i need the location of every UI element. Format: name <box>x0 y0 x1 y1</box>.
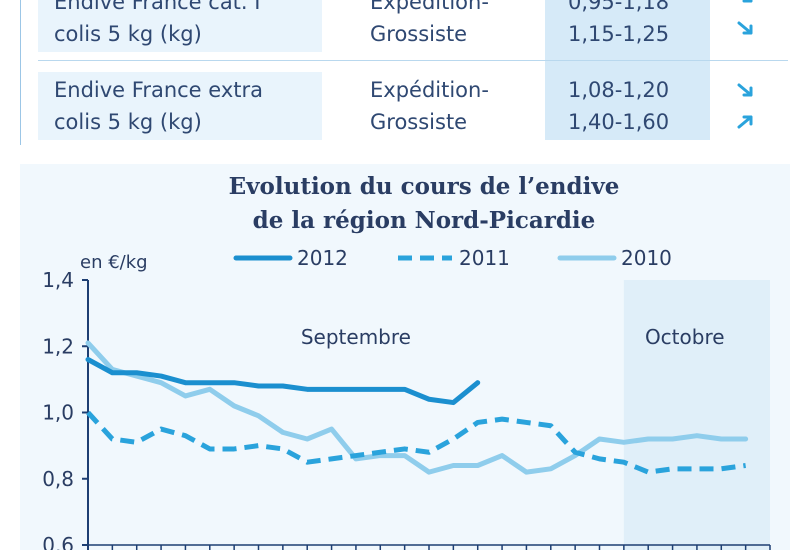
chart-title: Evolution du cours de l’endive de la rég… <box>20 170 800 238</box>
price-column-background <box>545 0 710 140</box>
table-row: Endive France extra colis 5 kg (kg) Expé… <box>38 72 788 140</box>
trend-down-icon <box>742 0 753 3</box>
table-left-border <box>20 0 21 145</box>
price-table: Endive France cat. I colis 5 kg (kg) Exp… <box>0 0 800 145</box>
table-row: Endive France cat. I colis 5 kg (kg) Exp… <box>38 0 788 52</box>
legend-label-2011: 2011 <box>459 246 510 270</box>
product-cell: Endive France cat. I colis 5 kg (kg) <box>54 0 261 46</box>
trend-up-icon <box>737 115 753 129</box>
product-cell: Endive France extra colis 5 kg (kg) <box>54 78 263 134</box>
y-tick-label: 0,8 <box>42 467 74 491</box>
stage-cell: Expédition- Grossiste <box>370 78 489 134</box>
month-label: Octobre <box>645 325 725 349</box>
trend-down-icon <box>737 83 753 97</box>
stage-cell: Expédition- Grossiste <box>370 0 489 46</box>
y-axis-label: en €/kg <box>80 252 148 273</box>
series-line-2010 <box>85 340 749 475</box>
price-cell: 0,95-1,18 1,15-1,25 <box>568 0 670 46</box>
series-line-2011 <box>86 410 746 475</box>
legend-label-2012: 2012 <box>297 246 348 270</box>
price-cell: 1,08-1,20 1,40-1,60 <box>568 78 670 134</box>
series-line-2012 <box>85 357 481 406</box>
chart-title-line-1: Evolution du cours de l’endive <box>228 173 620 200</box>
product-cell-background <box>38 72 322 140</box>
row-divider <box>38 60 788 61</box>
y-tick-label: 1,2 <box>42 334 74 358</box>
month-label: Septembre <box>301 325 411 349</box>
product-cell-background <box>38 0 322 52</box>
y-tick-label: 1,0 <box>42 401 74 425</box>
legend-label-2010: 2010 <box>621 246 672 270</box>
y-tick-label: 1,4 <box>42 268 74 292</box>
chart-title-line-2: de la région Nord-Picardie <box>252 207 596 234</box>
trend-down-icon <box>737 21 753 35</box>
october-band <box>623 280 770 550</box>
y-tick-label: 0,6 <box>42 533 74 550</box>
